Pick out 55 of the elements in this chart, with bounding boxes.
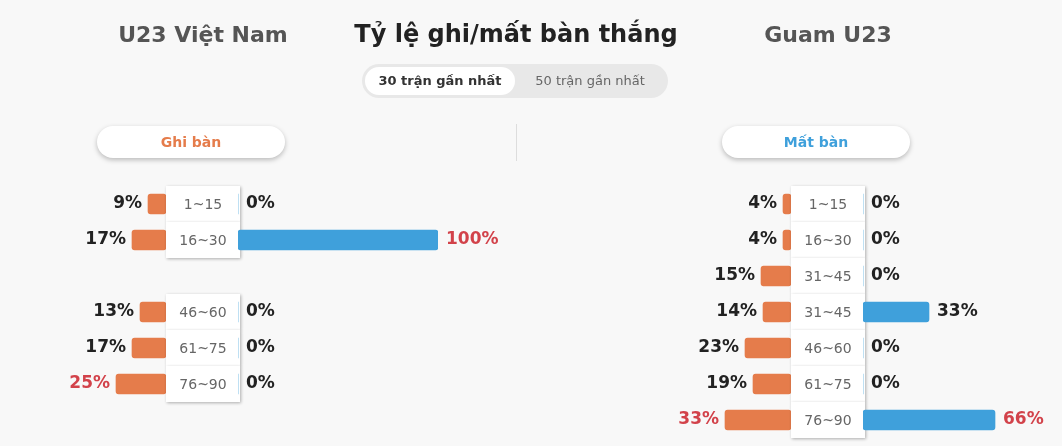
text: Tỷ lệ ghi/mất bàn thắng [353,20,679,48]
data-label: 0% [871,264,900,285]
y-tick-label: 61~75 [791,366,865,402]
y-tick-label: 61~75 [166,330,240,366]
chart-title: U23 Việt Nam [117,22,289,47]
data-label: 4% [748,228,777,249]
text: 50 trận gần nhất [534,72,646,90]
y-tick-label: 1~15 [791,186,865,222]
y-tick-label: 76~90 [166,366,240,402]
data-label: 0% [871,336,900,357]
data-label: 14% [716,300,757,321]
bar [131,337,166,359]
bar [147,193,166,215]
bar [139,301,166,323]
bar [760,265,791,287]
y-tick-label: 46~60 [166,294,240,330]
data-label: 0% [871,192,900,213]
chart-subtitle: Mất bàn [722,126,910,158]
data-label: 17% [85,228,126,249]
bar [782,229,791,251]
data-label: 13% [93,300,134,321]
bar [115,373,166,395]
y-tick-label: 1~15 [166,186,240,222]
bar [724,409,791,431]
bar [782,193,791,215]
data-label: 33% [937,300,978,321]
data-label: 0% [246,300,275,321]
chart-title: Guam U23 [763,22,893,47]
data-label: 15% [714,264,755,285]
data-label: 66% [1003,408,1044,429]
bar [744,337,791,359]
y-tick-label: 31~45 [791,294,865,330]
data-label: 0% [246,192,275,213]
data-label: 17% [85,336,126,357]
chart-subtitle: Ghi bàn [97,126,285,158]
data-label: 0% [246,336,275,357]
data-label: 19% [706,372,747,393]
y-tick-label: 76~90 [791,402,865,438]
data-label: 4% [748,192,777,213]
data-label: 0% [871,228,900,249]
bar [752,373,791,395]
data-label: 9% [113,192,142,213]
y-tick-label: 46~60 [791,330,865,366]
data-label: 25% [69,372,110,393]
text: 30 trận gần nhất [365,67,515,95]
y-tick-label: 16~30 [791,222,865,258]
bar [131,229,166,251]
data-label: 0% [246,372,275,393]
data-label: 23% [698,336,739,357]
data-label: 33% [678,408,719,429]
y-tick-label: 31~45 [791,258,865,294]
bar [762,301,791,323]
y-tick-label: 16~30 [166,222,240,258]
data-label: 100% [446,228,499,249]
data-label: 0% [871,372,900,393]
